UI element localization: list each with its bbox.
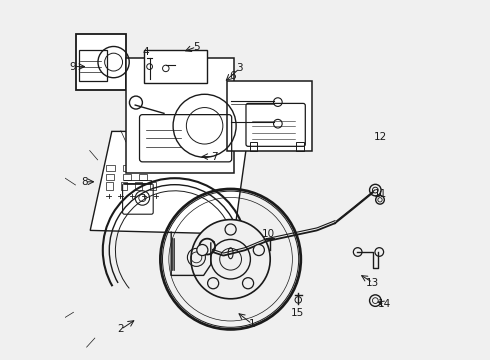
Circle shape <box>253 244 265 256</box>
Text: 15: 15 <box>291 308 304 318</box>
Circle shape <box>243 278 254 289</box>
Bar <box>250 143 257 152</box>
Bar <box>122 174 130 180</box>
Bar <box>122 165 132 171</box>
Text: 14: 14 <box>378 299 392 309</box>
Text: 7: 7 <box>211 152 218 162</box>
Text: 10: 10 <box>262 229 275 239</box>
Text: 11: 11 <box>373 189 387 199</box>
Text: 6: 6 <box>229 71 236 81</box>
Circle shape <box>191 220 270 299</box>
Bar <box>106 182 113 190</box>
Bar <box>227 81 312 151</box>
Bar <box>139 174 147 180</box>
Bar <box>296 143 304 152</box>
Text: 5: 5 <box>193 42 200 52</box>
Circle shape <box>225 224 236 235</box>
Text: 8: 8 <box>81 177 88 187</box>
Bar <box>126 58 234 173</box>
Circle shape <box>208 278 219 289</box>
Bar <box>149 182 156 190</box>
Bar <box>76 34 126 90</box>
Text: 3: 3 <box>236 63 243 73</box>
Text: 4: 4 <box>143 47 149 57</box>
Text: 1: 1 <box>249 319 255 329</box>
Polygon shape <box>90 131 248 234</box>
Bar <box>144 50 207 83</box>
Bar <box>106 165 116 171</box>
Bar <box>79 50 107 81</box>
Text: 12: 12 <box>373 132 387 142</box>
Text: 9: 9 <box>70 62 76 72</box>
Bar <box>135 182 142 190</box>
Bar <box>139 165 148 171</box>
Bar <box>106 174 114 180</box>
Bar <box>121 182 127 190</box>
Text: 13: 13 <box>366 278 379 288</box>
Circle shape <box>197 244 208 256</box>
Text: 2: 2 <box>118 324 124 334</box>
